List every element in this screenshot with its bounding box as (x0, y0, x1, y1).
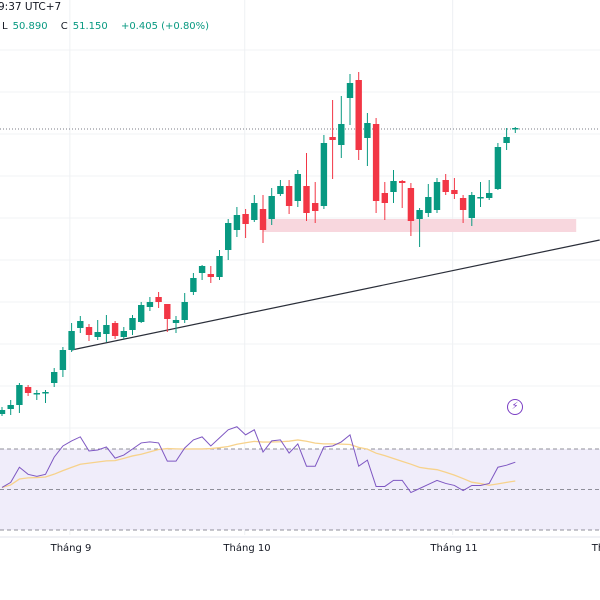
candle-down (285, 186, 293, 206)
candle-down (329, 137, 336, 140)
candle-down (459, 198, 467, 210)
candle-down (381, 193, 388, 203)
candle-down (207, 274, 214, 277)
candle-down (111, 323, 119, 336)
candle-up (320, 143, 328, 206)
candle-up (364, 123, 371, 138)
x-axis-label: Tháng 11 (430, 543, 478, 554)
candle-up (190, 278, 197, 292)
candle-up (16, 385, 23, 405)
candle-up (225, 223, 232, 250)
low-value: 50.890 (12, 21, 48, 32)
ohlc-legend: L 50.890 C 51.150 +0.405 (+0.80%) (2, 21, 214, 32)
candle-down (24, 387, 32, 393)
candle-down (399, 181, 406, 183)
candle-up (51, 372, 58, 383)
x-axis-label: Th (591, 543, 600, 554)
candle-up (425, 197, 432, 213)
candle-up (416, 210, 423, 219)
candle-up (146, 302, 154, 307)
candle-up (512, 128, 519, 130)
candle-down (312, 203, 319, 211)
candle-down (372, 124, 380, 201)
change-value: +0.405 (+0.80%) (120, 21, 210, 32)
candle-up (103, 325, 110, 334)
close-label: C (60, 21, 68, 32)
candle-up (59, 350, 67, 370)
candle-down (303, 186, 310, 213)
candle-up (338, 124, 345, 145)
candle-up (268, 196, 275, 219)
rsi-line (1, 426, 516, 494)
candle-up (486, 193, 493, 198)
candle-up (494, 147, 502, 189)
rsi-band (0, 449, 600, 530)
candle-up (294, 174, 301, 201)
candle-down (355, 80, 362, 150)
candle-up (172, 320, 180, 323)
candle-up (390, 181, 397, 192)
trendline (71, 239, 600, 351)
candle-up (477, 197, 484, 199)
candle-down (85, 327, 93, 335)
candle-up (42, 392, 49, 394)
close-value: 51.150 (72, 21, 108, 32)
x-axis-label: Tháng 9 (50, 543, 92, 554)
candle-down (259, 209, 267, 230)
header-time: 9:37 UTC+7 (0, 1, 62, 13)
candle-up (94, 332, 101, 337)
candle-up (251, 203, 258, 220)
candle-up (77, 321, 84, 328)
candle-up (468, 195, 475, 218)
candle-down (242, 214, 249, 224)
candle-up (198, 266, 206, 273)
candle-up (0, 410, 6, 414)
candle-up (181, 302, 188, 320)
candle-up (138, 305, 145, 322)
candle-up (233, 215, 241, 230)
candle-up (433, 182, 441, 210)
candle-down (155, 297, 162, 302)
candle-up (120, 331, 127, 337)
low-label: L (2, 21, 8, 32)
candle-down (407, 188, 415, 221)
candle-down (451, 190, 458, 194)
candle-down (164, 304, 171, 319)
candle-up (7, 405, 14, 409)
candle-up (129, 318, 136, 330)
candle-down (442, 180, 449, 192)
lightning-icon[interactable]: ⚡ (507, 399, 523, 415)
candle-up (33, 393, 40, 395)
x-axis-label: Tháng 10 (223, 543, 271, 554)
candle-up (346, 83, 354, 98)
candle-up (277, 186, 284, 194)
candle-up (216, 256, 223, 277)
candle-up (68, 331, 75, 350)
candle-up (503, 137, 510, 143)
